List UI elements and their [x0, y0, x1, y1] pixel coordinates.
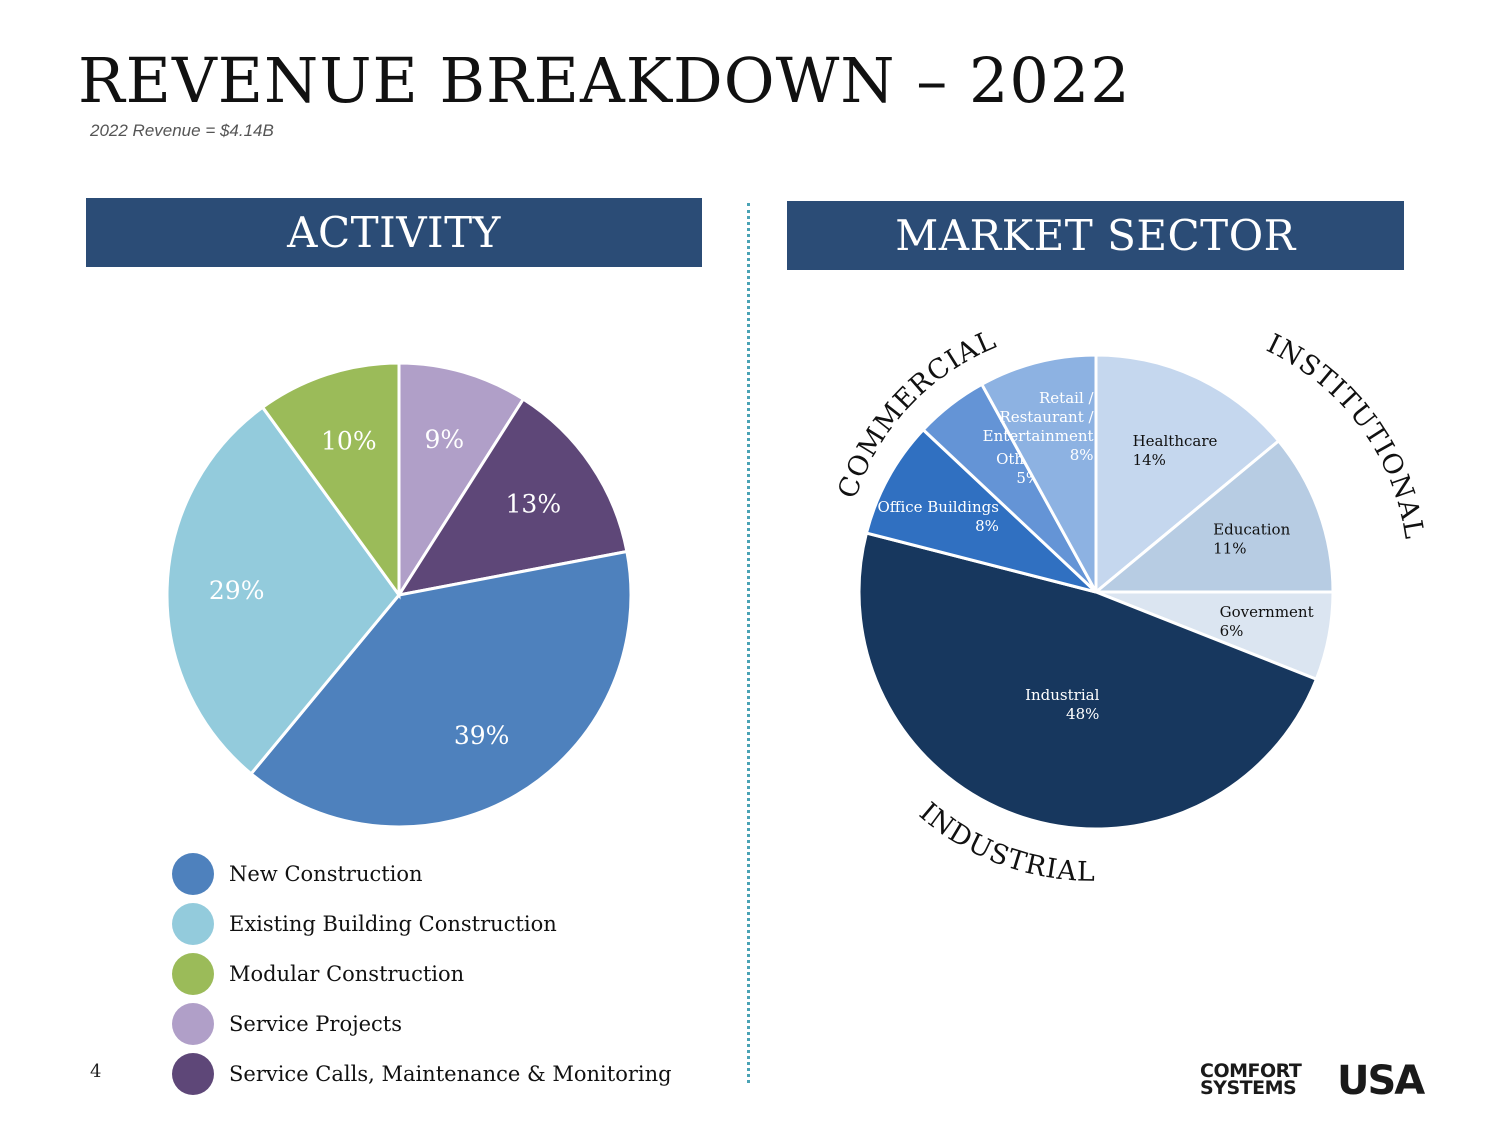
legend-swatch — [172, 853, 214, 895]
activity-pie: 9% 13% 39% 29% 10% — [165, 361, 633, 829]
pie-slice-retail-restaurant-entertainment — [979, 353, 1098, 593]
pie-label-industrial: Industrial 48% — [1025, 686, 1099, 723]
legend-swatch — [172, 1053, 214, 1095]
pie-slice-education — [1091, 438, 1335, 594]
pie-slice-office-buildings — [864, 427, 1098, 594]
pie-slice-service-projects — [397, 361, 526, 601]
legend-label: Service Calls, Maintenance & Monitoring — [229, 1062, 672, 1086]
pie-slice-service-calls-maintenance-monitoring — [395, 397, 629, 598]
logo-usa: USA — [1337, 1058, 1425, 1104]
pie-label-office-buildings: Office Buildings 8% — [877, 498, 998, 535]
market-sector-pie: Healthcare 14% Education 11% Government 6% Ind… — [857, 353, 1335, 831]
legend-item-service-projects: Service Projects — [172, 999, 672, 1049]
legend-label: Existing Building Construction — [229, 912, 557, 936]
pie-slice-existing-building-construction — [165, 405, 401, 776]
revenue-subtitle: 2022 Revenue = $4.14B — [90, 121, 274, 140]
pie-slice-modular-construction — [260, 361, 401, 600]
logo-line2: SYSTEMS — [1200, 1077, 1297, 1099]
pie-label-existing-building-construction: 29% — [209, 576, 265, 605]
legend-label: Service Projects — [229, 1012, 403, 1036]
pie-slice-industrial — [857, 531, 1319, 831]
pie-slice-healthcare — [1094, 353, 1281, 596]
pie-label-education: Education 11% — [1213, 521, 1290, 558]
pie-label-government: Government 6% — [1220, 603, 1314, 640]
legend-swatch — [172, 953, 214, 995]
pie-label-service-calls-maintenance-monitoring: 13% — [506, 490, 562, 519]
pie-slice-new-construction — [249, 549, 633, 829]
legend-item-modular-construction: Modular Construction — [172, 949, 672, 999]
pie-label-service-projects: 9% — [424, 425, 464, 454]
market-sector-banner: MARKET SECTOR — [787, 201, 1404, 270]
pie-label-modular-construction: 10% — [321, 427, 377, 456]
page-title: REVENUE BREAKDOWN – 2022 — [78, 44, 1131, 117]
panel-divider — [747, 203, 750, 1083]
pie-label-healthcare: Healthcare 14% — [1133, 432, 1218, 469]
pie-label-new-construction: 39% — [454, 721, 510, 750]
legend-item-existing-building-construction: Existing Building Construction — [172, 899, 672, 949]
pie-label-retail-restaurant-entertainment: Retail / Restaurant / Entertainment 8% — [983, 389, 1095, 464]
legend-swatch — [172, 1003, 214, 1045]
company-logo: COMFORT SYSTEMS USA — [1200, 1058, 1460, 1104]
activity-banner: ACTIVITY — [86, 198, 702, 267]
page-number: 4 — [90, 1061, 102, 1082]
legend-item-new-construction: New Construction — [172, 849, 672, 899]
legend-swatch — [172, 903, 214, 945]
legend-item-service-calls-maintenance-monitoring: Service Calls, Maintenance & Monitoring — [172, 1049, 672, 1099]
logo-line1: COMFORT — [1200, 1060, 1302, 1082]
legend-label: Modular Construction — [229, 962, 465, 986]
legend-label: New Construction — [229, 862, 423, 886]
activity-legend: New Construction Existing Building Constr… — [172, 849, 672, 1099]
